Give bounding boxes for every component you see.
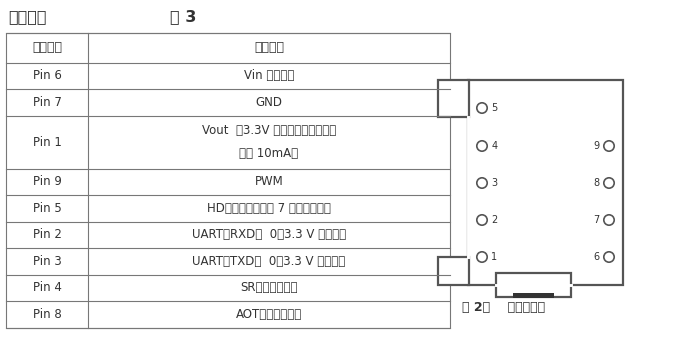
Text: 1: 1 xyxy=(491,252,497,262)
Text: 8: 8 xyxy=(593,178,600,188)
Text: Vout  （3.3V 电源输出，输出电流: Vout （3.3V 电源输出，输出电流 xyxy=(202,124,336,137)
Text: 小于 10mA）: 小于 10mA） xyxy=(239,147,298,160)
Text: Pin 9: Pin 9 xyxy=(32,175,62,188)
Text: UART（RXD）  0～3.3 V 数据输入: UART（RXD） 0～3.3 V 数据输入 xyxy=(192,228,346,241)
Text: Pin 3: Pin 3 xyxy=(33,255,61,268)
Text: 图 2：    管脚定义图: 图 2： 管脚定义图 xyxy=(462,301,545,314)
Text: Pin 7: Pin 7 xyxy=(32,96,62,109)
Text: 管脚定义: 管脚定义 xyxy=(8,9,47,24)
Text: Pin 1: Pin 1 xyxy=(32,136,62,149)
Text: 管脚名称: 管脚名称 xyxy=(32,41,62,54)
Bar xyxy=(438,80,469,117)
Text: 5: 5 xyxy=(491,103,497,113)
Text: Pin 8: Pin 8 xyxy=(33,308,61,321)
Text: GND: GND xyxy=(255,96,283,109)
Text: 管脚说明: 管脚说明 xyxy=(254,41,284,54)
Text: 7: 7 xyxy=(593,215,600,225)
Text: HD（校零，低电平 7 秒以上有效）: HD（校零，低电平 7 秒以上有效） xyxy=(207,202,331,215)
Text: UART（TXD）  0～3.3 V 数据输出: UART（TXD） 0～3.3 V 数据输出 xyxy=(192,255,346,268)
Text: 4: 4 xyxy=(491,141,497,151)
Text: 9: 9 xyxy=(593,141,600,151)
Text: 3: 3 xyxy=(491,178,497,188)
Text: 表 3: 表 3 xyxy=(170,9,196,24)
Text: Vin 电压输入: Vin 电压输入 xyxy=(244,69,294,82)
Bar xyxy=(496,273,571,297)
Text: Pin 4: Pin 4 xyxy=(32,281,62,294)
Bar xyxy=(438,257,469,285)
Text: AOT（工厂预留）: AOT（工厂预留） xyxy=(236,308,302,321)
Text: Pin 5: Pin 5 xyxy=(33,202,61,215)
Text: Pin 6: Pin 6 xyxy=(32,69,62,82)
Bar xyxy=(513,293,554,298)
Text: 6: 6 xyxy=(593,252,600,262)
Bar xyxy=(468,80,623,285)
Text: SR（工厂预留）: SR（工厂预留） xyxy=(240,281,298,294)
Text: Pin 2: Pin 2 xyxy=(32,228,62,241)
Text: PWM: PWM xyxy=(255,175,283,188)
Bar xyxy=(6,33,450,328)
Text: 2: 2 xyxy=(491,215,497,225)
